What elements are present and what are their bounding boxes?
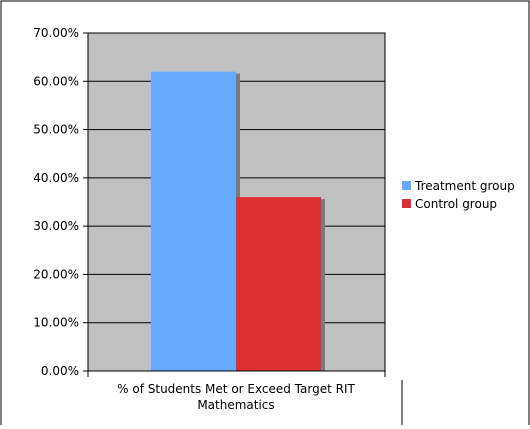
legend-swatch [402, 181, 411, 190]
y-axis: 0.00% 10.00% 20.00% 30.00% 40.00% 50.00% 60.00… [33, 26, 88, 378]
y-tick-label: 30.00% [33, 219, 79, 233]
bars [151, 71, 325, 371]
legend-label: Treatment group [414, 179, 515, 193]
bar-control-group [236, 197, 321, 371]
y-tick-label: 60.00% [33, 74, 79, 88]
y-tick-label: 10.00% [33, 316, 79, 330]
legend: Treatment group Control group [402, 179, 515, 211]
y-tick-label: 20.00% [33, 267, 79, 281]
legend-swatch [402, 199, 411, 208]
y-tick-label: 0.00% [41, 364, 79, 378]
y-tick-label: 40.00% [33, 171, 79, 185]
bar-treatment-group [151, 71, 236, 371]
legend-label: Control group [415, 197, 497, 211]
y-tick-label: 50.00% [33, 123, 79, 137]
x-category-label-line-2: Mathematics [197, 398, 274, 412]
x-category-label-line-1: % of Students Met or Exceed Target RIT [117, 382, 355, 396]
y-tick-label: 70.00% [33, 26, 79, 40]
